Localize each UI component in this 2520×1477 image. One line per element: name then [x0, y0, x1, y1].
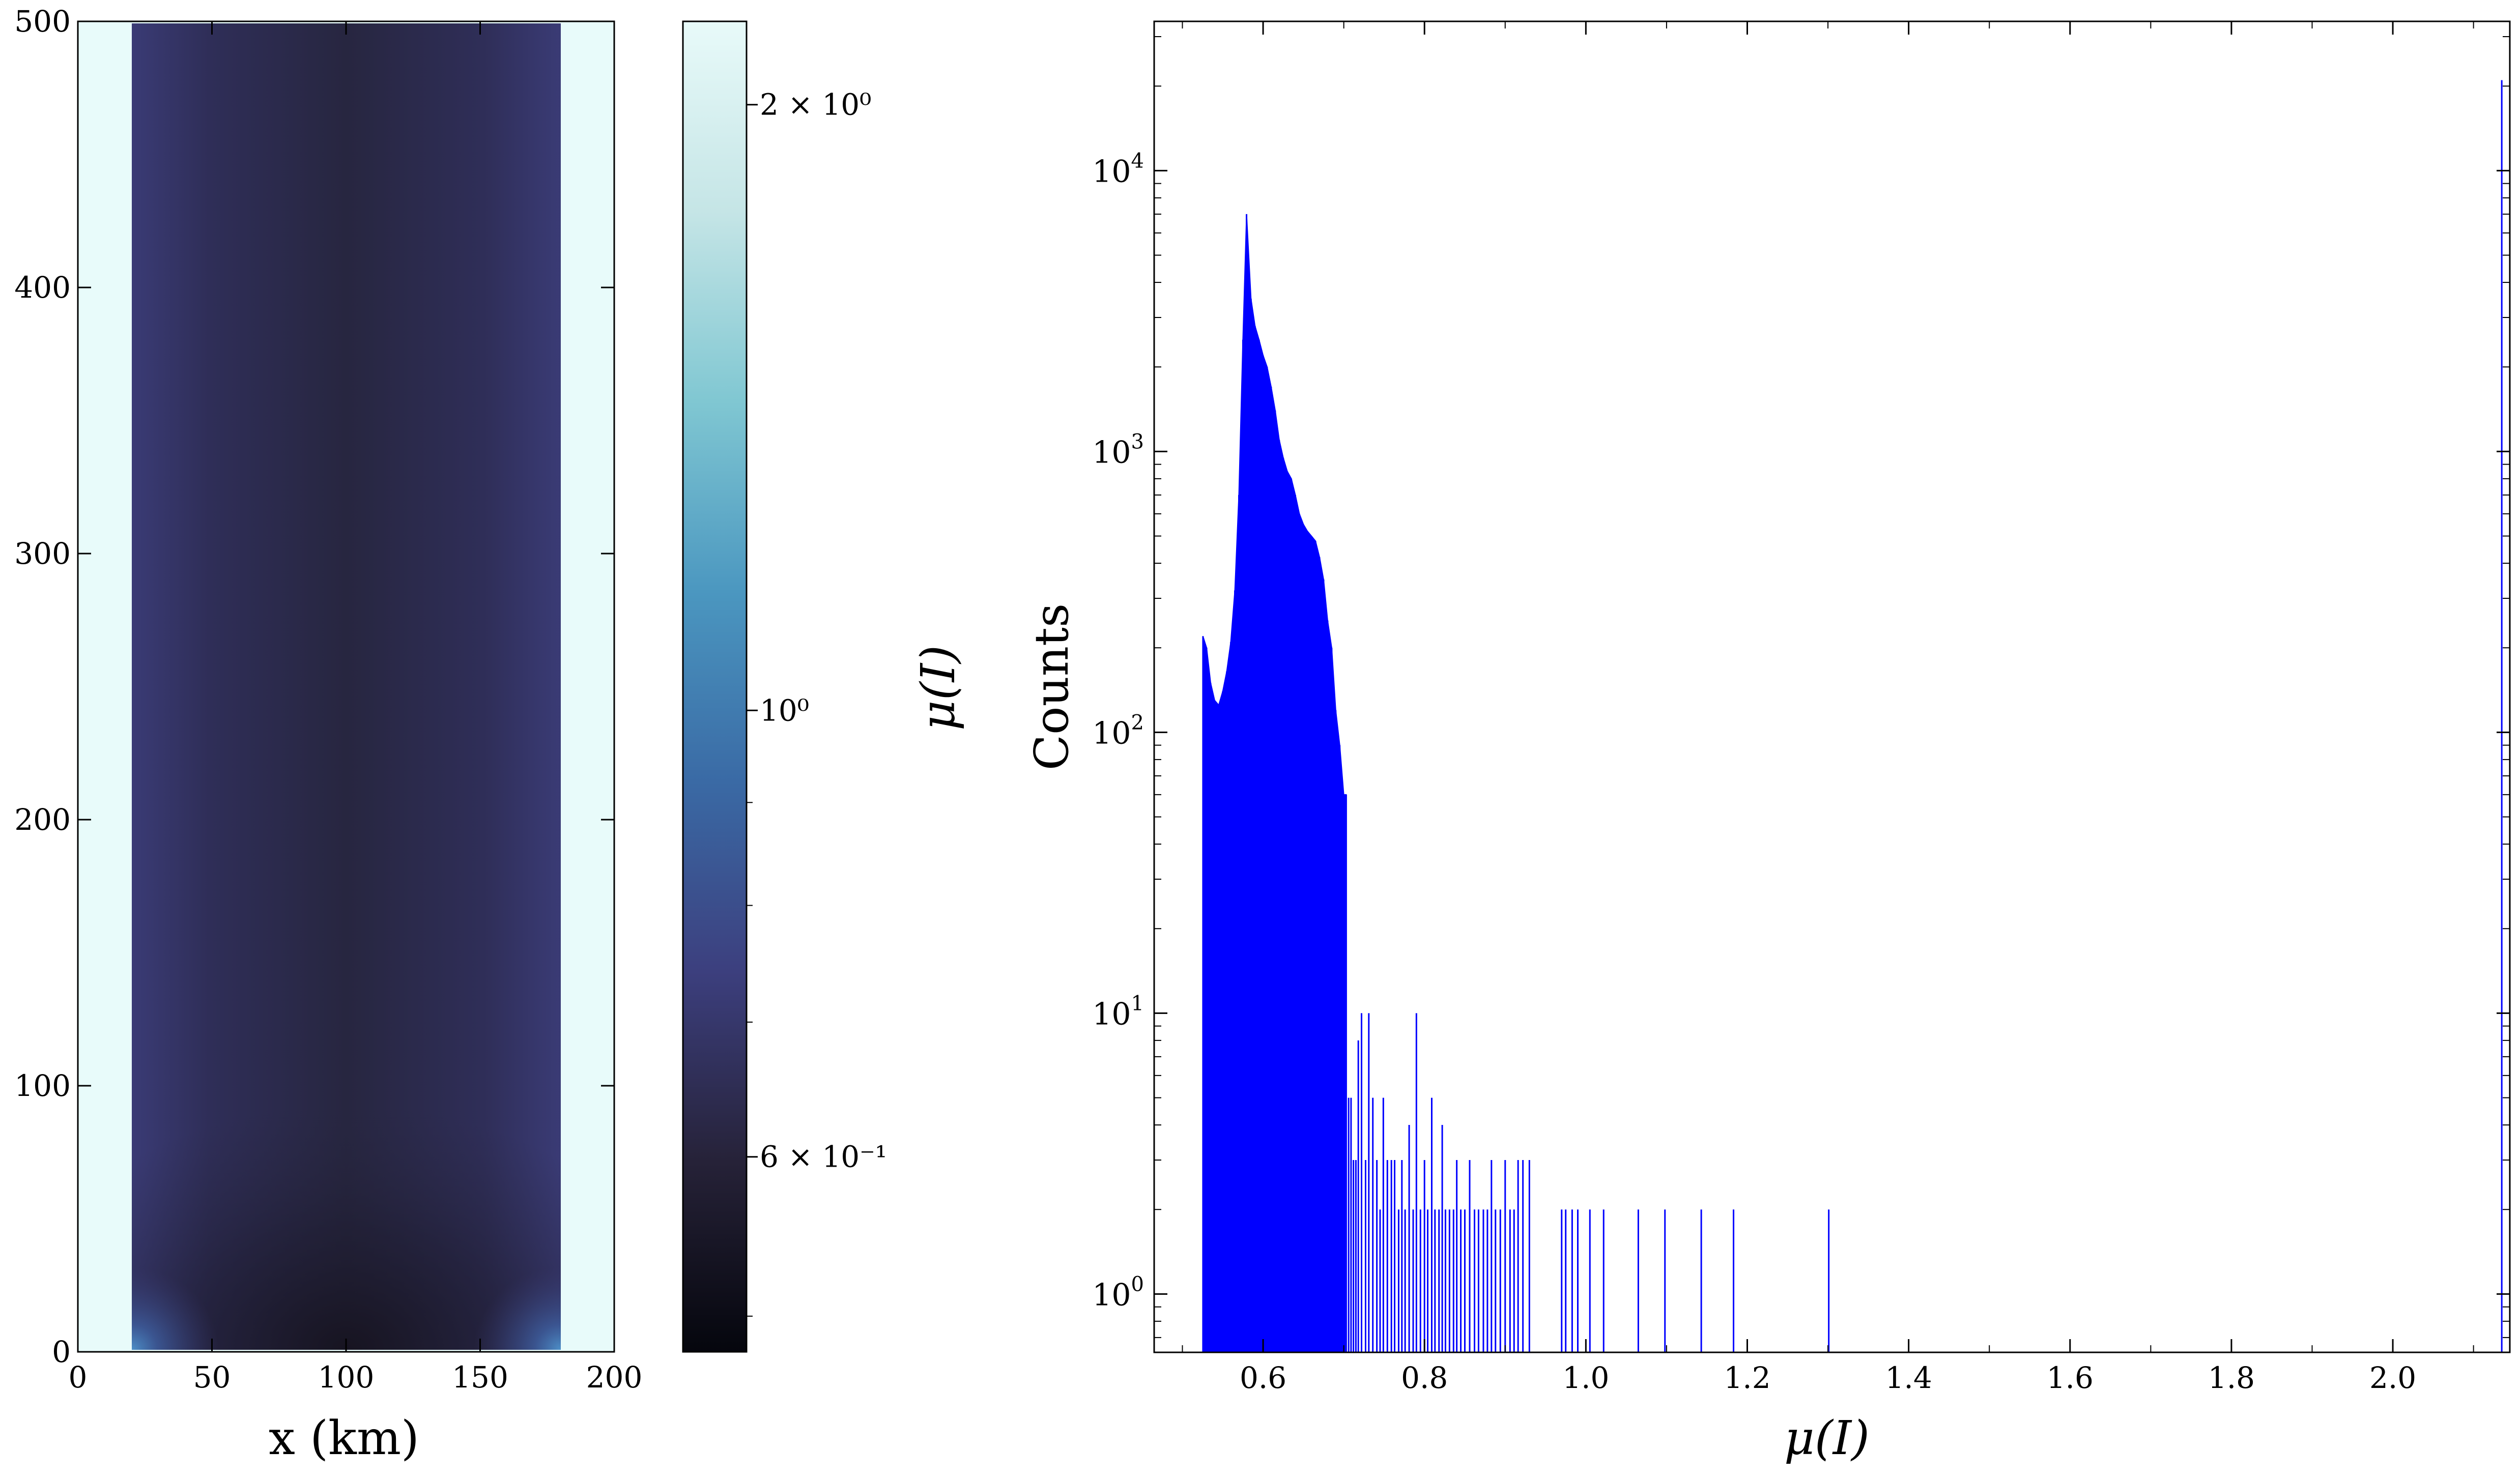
colorbar-gradient	[683, 21, 747, 1352]
heatmap-ytick-label-2: 200	[14, 802, 71, 837]
histogram-panel: 0.6 0.8 1.0 1.2 1.4 1.6 1.8 2.0100101102103104 …	[1024, 20, 2511, 1465]
histogram-frame	[1153, 20, 2511, 1353]
colorbar-tick-label-0: 2 × 10⁰	[760, 88, 871, 122]
colorbar-frame	[682, 20, 748, 1353]
histogram-ylabel: Counts	[1024, 603, 1079, 770]
colorbar: 2 × 10⁰ 10⁰ 6 × 10⁻¹ μ(I)	[682, 20, 965, 1353]
histogram-ytick-label-0: 100	[1092, 1272, 1144, 1313]
histogram-bars	[1202, 80, 2503, 1352]
histogram-xtick-label-4: 1.4	[1885, 1360, 1932, 1395]
heatmap-field-corner-left	[132, 1267, 218, 1350]
colorbar-ticks: 2 × 10⁰ 10⁰ 6 × 10⁻¹	[747, 88, 887, 1317]
heatmap-xlabel: x (km)	[269, 1411, 419, 1465]
heatmap-field	[132, 23, 561, 1350]
heatmap-xtick-label-1: 50	[193, 1360, 231, 1395]
histogram-ytick-label-2: 102	[1092, 711, 1144, 751]
heatmap-ytick-label-4: 400	[14, 270, 71, 305]
histogram-xtick-label-3: 1.2	[1724, 1360, 1770, 1395]
heatmap-xtick-label-4: 200	[586, 1360, 643, 1395]
histogram-ytick-label-4: 104	[1092, 149, 1144, 189]
colorbar-tick-label-1: 10⁰	[760, 693, 809, 728]
histogram-ytick-label-1: 101	[1092, 992, 1144, 1032]
heatmap-xtick-label-3: 150	[452, 1360, 508, 1395]
heatmap-xtick-label-2: 100	[318, 1360, 375, 1395]
heatmap-ticks: 0 50 100 150 200 0 100 200 300 400 500	[14, 4, 642, 1395]
heatmap-panel: 0 50 100 150 200 0 100 200 300 400 500 x (km)	[14, 4, 642, 1465]
histogram-xtick-label-0: 0.6	[1240, 1360, 1286, 1395]
heatmap-ytick-label-3: 300	[14, 536, 71, 571]
histogram-xtick-label-7: 2.0	[2369, 1360, 2416, 1395]
histogram-xtick-label-2: 1.0	[1562, 1360, 1609, 1395]
histogram-xtick-label-6: 1.8	[2208, 1360, 2255, 1395]
heatmap-ytick-label-1: 100	[14, 1068, 71, 1103]
colorbar-label: μ(I)	[911, 645, 965, 731]
colorbar-tick-label-2: 6 × 10⁻¹	[760, 1140, 887, 1174]
histogram-xtick-label-1: 0.8	[1401, 1360, 1448, 1395]
histogram-ticks: 0.6 0.8 1.0 1.2 1.4 1.6 1.8 2.0 100 101 102 103 104	[1092, 21, 2510, 1395]
histogram-ytick-label-3: 103	[1092, 430, 1144, 470]
heatmap-xtick-label-0: 0	[69, 1360, 88, 1395]
heatmap-ytick-label-5: 500	[14, 4, 71, 39]
heatmap-ytick-label-0: 0	[52, 1335, 71, 1369]
histogram-xtick-label-5: 1.6	[2047, 1360, 2094, 1395]
heatmap-field-corner-right	[474, 1267, 561, 1350]
histogram-xlabel: μ(I)	[1784, 1411, 1870, 1465]
